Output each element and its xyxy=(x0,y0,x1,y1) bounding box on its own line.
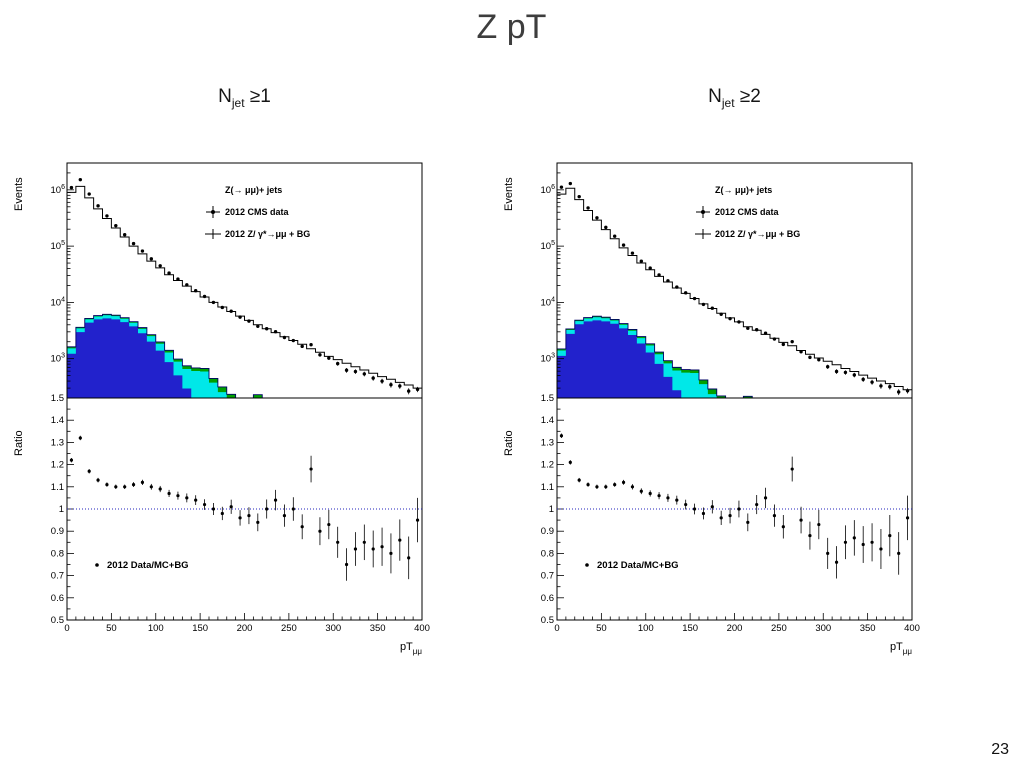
svg-text:2012 Z/ γ*→μμ + BG: 2012 Z/ γ*→μμ + BG xyxy=(715,229,800,239)
stacked-backgrounds xyxy=(67,185,422,398)
svg-text:1: 1 xyxy=(549,504,554,515)
legend: Z(→ μμ)+ jets 2012 CMS data 2012 Z/ γ*→μμ … xyxy=(695,185,800,239)
svg-text:400: 400 xyxy=(904,623,920,634)
svg-text:50: 50 xyxy=(596,623,607,634)
svg-text:106: 106 xyxy=(541,184,556,196)
events-axis-label: Events xyxy=(503,177,515,211)
mc-histogram-line xyxy=(557,187,912,391)
svg-text:1.1: 1.1 xyxy=(51,482,64,493)
njet2-subscript: jet xyxy=(721,95,735,110)
svg-text:2012 Z/ γ*→μμ + BG: 2012 Z/ γ*→μμ + BG xyxy=(225,229,310,239)
svg-text:1.5: 1.5 xyxy=(51,393,64,404)
x-axis-label: pTμμ xyxy=(890,641,912,656)
panel-header-njet1: Njet ≥1 xyxy=(67,86,422,110)
svg-text:350: 350 xyxy=(860,623,876,634)
svg-text:0.7: 0.7 xyxy=(51,571,64,582)
svg-text:100: 100 xyxy=(148,623,164,634)
svg-text:300: 300 xyxy=(815,623,831,634)
svg-text:150: 150 xyxy=(192,623,208,634)
svg-text:1.3: 1.3 xyxy=(51,437,64,448)
svg-text:Z(→ μμ)+ jets: Z(→ μμ)+ jets xyxy=(715,185,772,195)
svg-text:300: 300 xyxy=(325,623,341,634)
svg-text:105: 105 xyxy=(541,240,556,252)
data-points xyxy=(559,181,910,396)
svg-text:0.6: 0.6 xyxy=(541,593,554,604)
svg-text:250: 250 xyxy=(771,623,787,634)
svg-text:0.9: 0.9 xyxy=(541,526,554,537)
ratio-points xyxy=(559,433,910,579)
njet1-suffix: ≥1 xyxy=(244,86,271,107)
stacked-backgrounds xyxy=(557,187,912,398)
svg-text:103: 103 xyxy=(541,353,556,365)
page-number: 23 xyxy=(991,741,1009,758)
svg-text:0: 0 xyxy=(64,623,69,634)
svg-text:0.8: 0.8 xyxy=(51,548,64,559)
svg-text:2012 Data/MC+BG: 2012 Data/MC+BG xyxy=(597,560,679,571)
svg-text:1.3: 1.3 xyxy=(541,437,554,448)
njet1-prefix: N xyxy=(218,86,232,107)
data-marker-icon xyxy=(701,210,705,214)
legend: Z(→ μμ)+ jets 2012 CMS data 2012 Z/ γ*→μμ … xyxy=(205,185,310,239)
events-axis-label: Events xyxy=(13,177,25,211)
ratio-legend: 2012 Data/MC+BG xyxy=(585,560,679,571)
svg-text:1.2: 1.2 xyxy=(541,460,554,471)
svg-text:0.6: 0.6 xyxy=(51,593,64,604)
svg-text:1.4: 1.4 xyxy=(51,415,64,426)
svg-text:150: 150 xyxy=(682,623,698,634)
svg-text:105: 105 xyxy=(51,240,66,252)
svg-text:250: 250 xyxy=(281,623,297,634)
svg-text:104: 104 xyxy=(51,296,66,308)
svg-text:0.7: 0.7 xyxy=(541,571,554,582)
svg-text:0.9: 0.9 xyxy=(51,526,64,537)
njet2-suffix: ≥2 xyxy=(734,86,761,107)
svg-text:0.5: 0.5 xyxy=(51,615,64,626)
mc-histogram-line xyxy=(67,185,422,389)
svg-text:1: 1 xyxy=(59,504,64,515)
svg-text:Z(→ μμ)+ jets: Z(→ μμ)+ jets xyxy=(225,185,282,195)
panel-header-njet2: Njet ≥2 xyxy=(557,86,912,110)
svg-text:1.4: 1.4 xyxy=(541,415,554,426)
ratio-points xyxy=(69,435,420,581)
ratio-axis-label: Ratio xyxy=(13,430,25,456)
svg-text:2012 CMS data: 2012 CMS data xyxy=(715,207,780,217)
njet1-subscript: jet xyxy=(231,95,245,110)
svg-text:0.8: 0.8 xyxy=(541,548,554,559)
x-axis-label: pTμμ xyxy=(400,641,422,656)
ratio-marker-icon xyxy=(95,563,99,567)
svg-text:104: 104 xyxy=(541,296,556,308)
njet2-prefix: N xyxy=(708,86,722,107)
svg-text:2012 Data/MC+BG: 2012 Data/MC+BG xyxy=(107,560,189,571)
data-points xyxy=(69,177,420,395)
svg-text:50: 50 xyxy=(106,623,117,634)
zpt-plot-njet1: 103 104 105 106 0.5 0.6 0.7 0.8 0.9 1 1.1 1.2 1.3 1.4… xyxy=(13,162,430,656)
svg-text:0: 0 xyxy=(554,623,559,634)
svg-text:1.2: 1.2 xyxy=(51,460,64,471)
data-marker-icon xyxy=(211,210,215,214)
svg-text:400: 400 xyxy=(414,623,430,634)
svg-text:350: 350 xyxy=(370,623,386,634)
svg-text:0.5: 0.5 xyxy=(541,615,554,626)
svg-text:200: 200 xyxy=(727,623,743,634)
svg-text:100: 100 xyxy=(638,623,654,634)
svg-text:2012 CMS data: 2012 CMS data xyxy=(225,207,290,217)
zpt-plot-njet2: 103 104 105 106 0.5 0.6 0.7 0.8 0.9 1 1.1 1.2 1.3 1.4… xyxy=(503,162,920,656)
ratio-axis-label: Ratio xyxy=(503,430,515,456)
svg-text:1.5: 1.5 xyxy=(541,393,554,404)
axes: 103 104 105 106 0.5 0.6 0.7 0.8 0.9 1 1.1 1.2 1.3 1.4… xyxy=(541,162,920,634)
svg-text:103: 103 xyxy=(51,353,66,365)
svg-text:200: 200 xyxy=(237,623,253,634)
svg-text:1.1: 1.1 xyxy=(541,482,554,493)
svg-text:106: 106 xyxy=(51,184,66,196)
ratio-marker-icon xyxy=(585,563,589,567)
axes: 103 104 105 106 0.5 0.6 0.7 0.8 0.9 1 1.1 1.2 1.3 1.4… xyxy=(51,162,430,634)
ratio-legend: 2012 Data/MC+BG xyxy=(95,560,189,571)
slide-title: Z pT xyxy=(476,8,547,46)
